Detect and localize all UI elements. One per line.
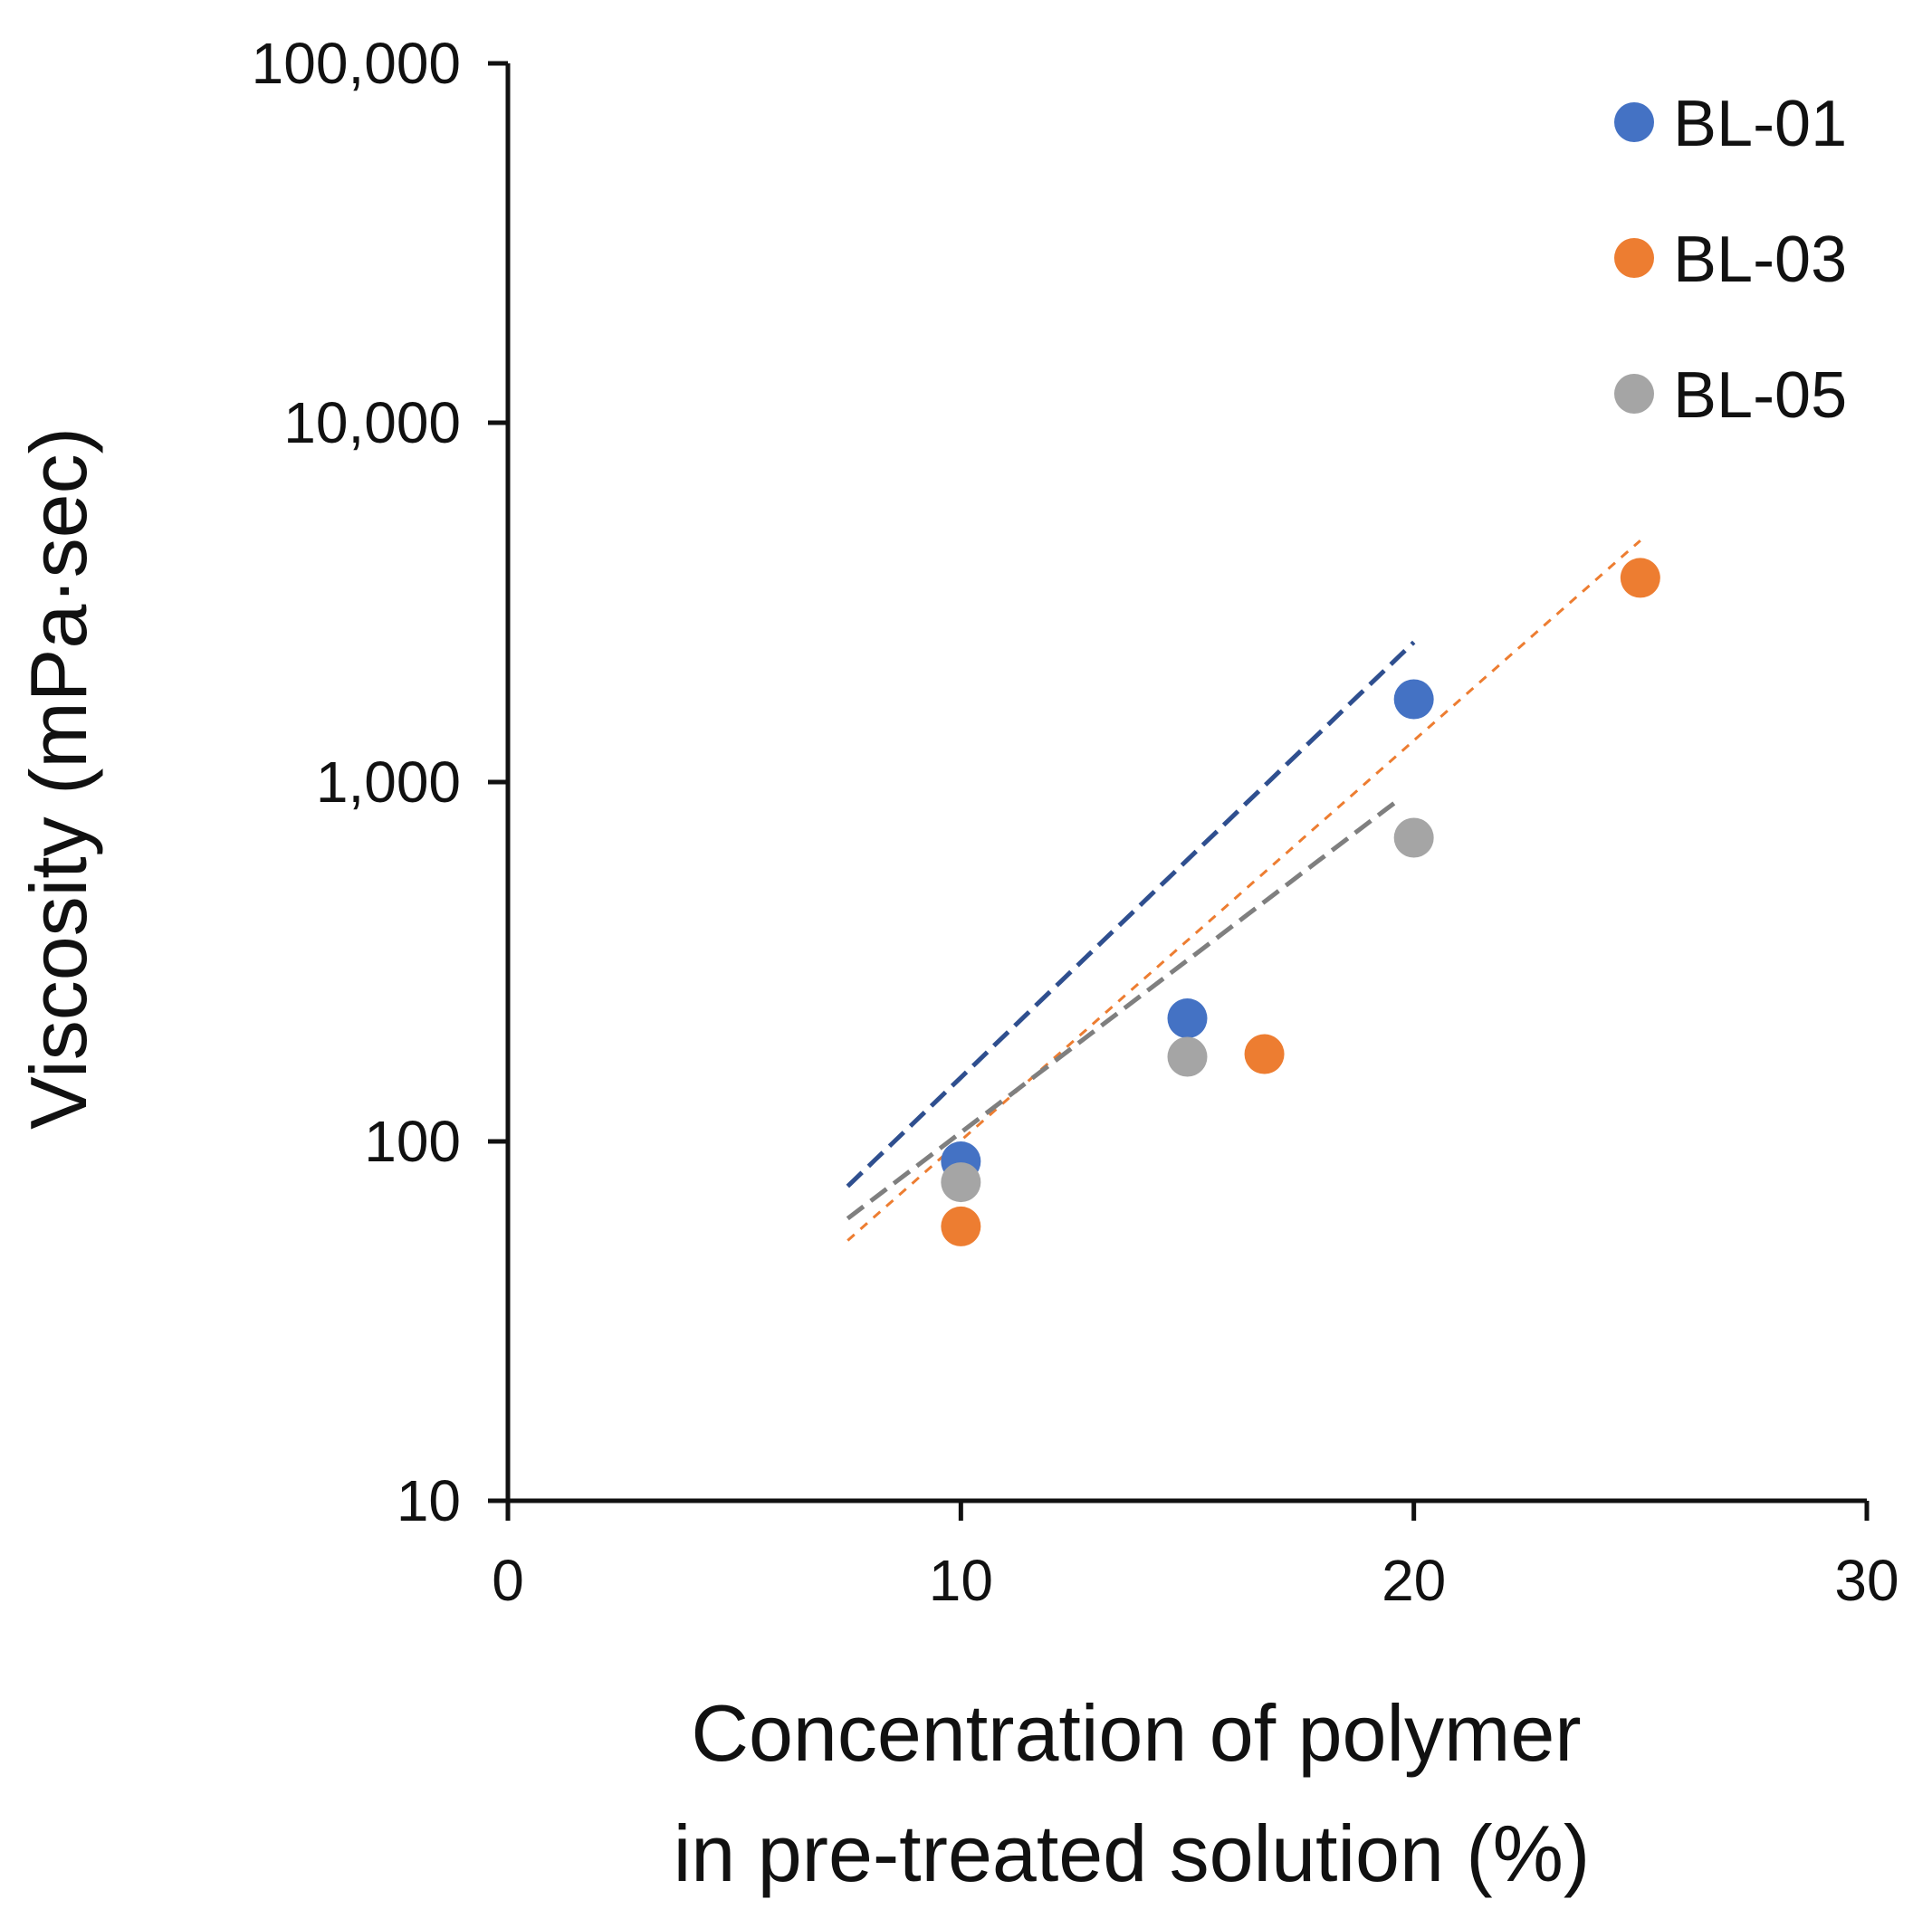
point-bl-01 bbox=[1393, 679, 1434, 720]
x-axis-title-line-2: in pre-treated solution (%) bbox=[674, 1809, 1590, 1898]
y-axis-title: Viscosity (mPa·sec) bbox=[14, 427, 103, 1130]
point-bl-03 bbox=[1244, 1034, 1285, 1074]
y-tick-label: 100 bbox=[364, 1109, 461, 1174]
trendline-bl-01 bbox=[846, 640, 1416, 1188]
y-tick-label: 100,000 bbox=[252, 31, 461, 96]
point-bl-01 bbox=[1167, 998, 1208, 1039]
x-axis-title-line-1: Concentration of polymer bbox=[691, 1688, 1581, 1778]
ticks: 10 100 1,000 10,000 100,000 0 10 20 30 bbox=[252, 31, 1899, 1613]
legend-label-bl-05: BL-05 bbox=[1673, 359, 1847, 432]
point-bl-05 bbox=[1393, 817, 1434, 858]
legend-marker-bl-01 bbox=[1614, 102, 1654, 142]
trendline-bl-05 bbox=[846, 797, 1402, 1221]
point-bl-03 bbox=[1620, 558, 1660, 598]
point-bl-03 bbox=[941, 1206, 981, 1246]
x-tick-label: 0 bbox=[492, 1548, 524, 1613]
legend-marker-bl-03 bbox=[1614, 238, 1654, 278]
data-points bbox=[941, 558, 1660, 1246]
x-tick-label: 20 bbox=[1382, 1548, 1446, 1613]
point-bl-05 bbox=[941, 1162, 981, 1203]
trendline-bl-03 bbox=[846, 539, 1641, 1242]
y-tick-label: 10 bbox=[397, 1468, 461, 1533]
y-tick-label: 1,000 bbox=[316, 749, 461, 815]
point-bl-05 bbox=[1167, 1036, 1208, 1077]
legend: BL-01 BL-03 BL-05 bbox=[1614, 88, 1847, 432]
trendlines bbox=[846, 539, 1641, 1242]
y-tick-label: 10,000 bbox=[283, 390, 461, 455]
axes bbox=[505, 63, 1867, 1503]
legend-marker-bl-05 bbox=[1614, 374, 1654, 414]
x-tick-label: 30 bbox=[1834, 1548, 1899, 1613]
x-tick-label: 10 bbox=[929, 1548, 993, 1613]
legend-label-bl-03: BL-03 bbox=[1673, 224, 1847, 296]
legend-label-bl-01: BL-01 bbox=[1673, 88, 1847, 160]
